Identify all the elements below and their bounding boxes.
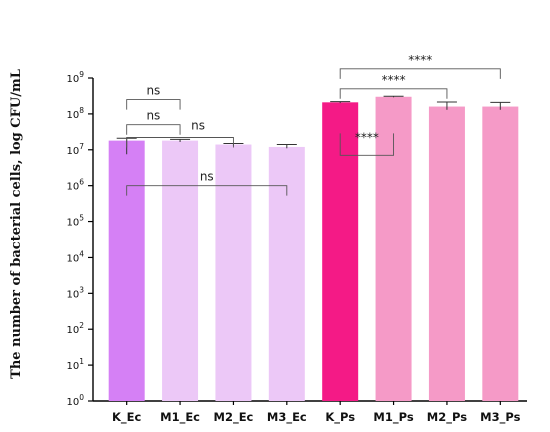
x-tick-label: M3_Ec (267, 410, 307, 425)
y-tick-base: 10 (66, 289, 79, 300)
significance-label: ns (146, 84, 160, 98)
x-tick-label: M3_Ps (480, 410, 520, 425)
y-tick-label: 109 (66, 70, 84, 85)
x-tick-label: M2_Ec (214, 410, 254, 425)
y-tick-label: 103 (66, 285, 84, 300)
y-tick-label: 108 (66, 106, 84, 121)
x-tick-label: M1_Ps (373, 410, 413, 425)
significance-label: ns (191, 118, 205, 132)
y-tick-label: 104 (66, 249, 84, 264)
y-tick-exponent: 9 (79, 70, 84, 79)
significance-label: ns (200, 170, 214, 184)
x-tick-label: K_Ec (112, 410, 142, 425)
y-tick-label: 106 (66, 178, 84, 193)
bar-M2_Ec (215, 144, 252, 402)
significance-label: **** (355, 130, 379, 144)
y-tick-exponent: 6 (79, 178, 84, 187)
y-tick-exponent: 7 (79, 142, 84, 151)
y-tick-base: 10 (66, 182, 79, 193)
y-tick-exponent: 2 (79, 321, 84, 330)
significance-bracket (126, 137, 234, 148)
bar-M3_Ec (268, 146, 305, 401)
significance-bracket (126, 185, 288, 196)
significance-label: **** (382, 73, 406, 87)
y-tick-base: 10 (66, 218, 79, 229)
bar-M3_Ps (482, 106, 519, 402)
y-tick-label: 102 (66, 321, 84, 336)
y-tick-base: 10 (66, 397, 79, 408)
y-tick-base: 10 (66, 361, 79, 372)
y-tick-exponent: 4 (79, 249, 84, 258)
bar-M2_Ps (428, 106, 465, 402)
y-tick-label: 105 (66, 214, 84, 229)
significance-bracket (339, 68, 501, 79)
y-tick-base: 10 (66, 146, 79, 157)
y-tick-exponent: 5 (79, 214, 84, 223)
significance-bracket (126, 124, 181, 135)
y-tick-label: 101 (66, 357, 84, 372)
significance-bracket (126, 99, 181, 110)
y-tick-exponent: 8 (79, 106, 84, 115)
y-tick-exponent: 3 (79, 285, 84, 294)
y-axis-label: The number of bacterial cells, log CFU/m… (9, 69, 24, 379)
bars (108, 96, 519, 402)
bar-M1_Ec (162, 140, 199, 401)
y-tick-base: 10 (66, 325, 79, 336)
x-axis-ticks: K_Ec M1_Ec M2_Ec M3_Ec K_Ps M1_Ps M2_Ps M3_Ps (112, 401, 521, 425)
y-tick-label: 107 (66, 142, 84, 157)
x-tick-label: M2_Ps (427, 410, 467, 425)
y-tick-base: 10 (66, 74, 79, 85)
y-tick-exponent: 1 (79, 357, 84, 366)
significance-bracket (339, 133, 395, 156)
bar-K_Ec (108, 140, 145, 401)
y-tick-label: 100 (66, 393, 84, 408)
significance-label: ns (146, 109, 160, 123)
significance-bracket (339, 88, 448, 99)
y-tick-base: 10 (66, 253, 79, 264)
y-tick-base: 10 (66, 110, 79, 121)
significance-label: **** (408, 53, 432, 67)
x-tick-label: M1_Ec (160, 410, 200, 425)
x-tick-label: K_Ps (325, 410, 355, 425)
y-tick-exponent: 0 (79, 393, 84, 402)
